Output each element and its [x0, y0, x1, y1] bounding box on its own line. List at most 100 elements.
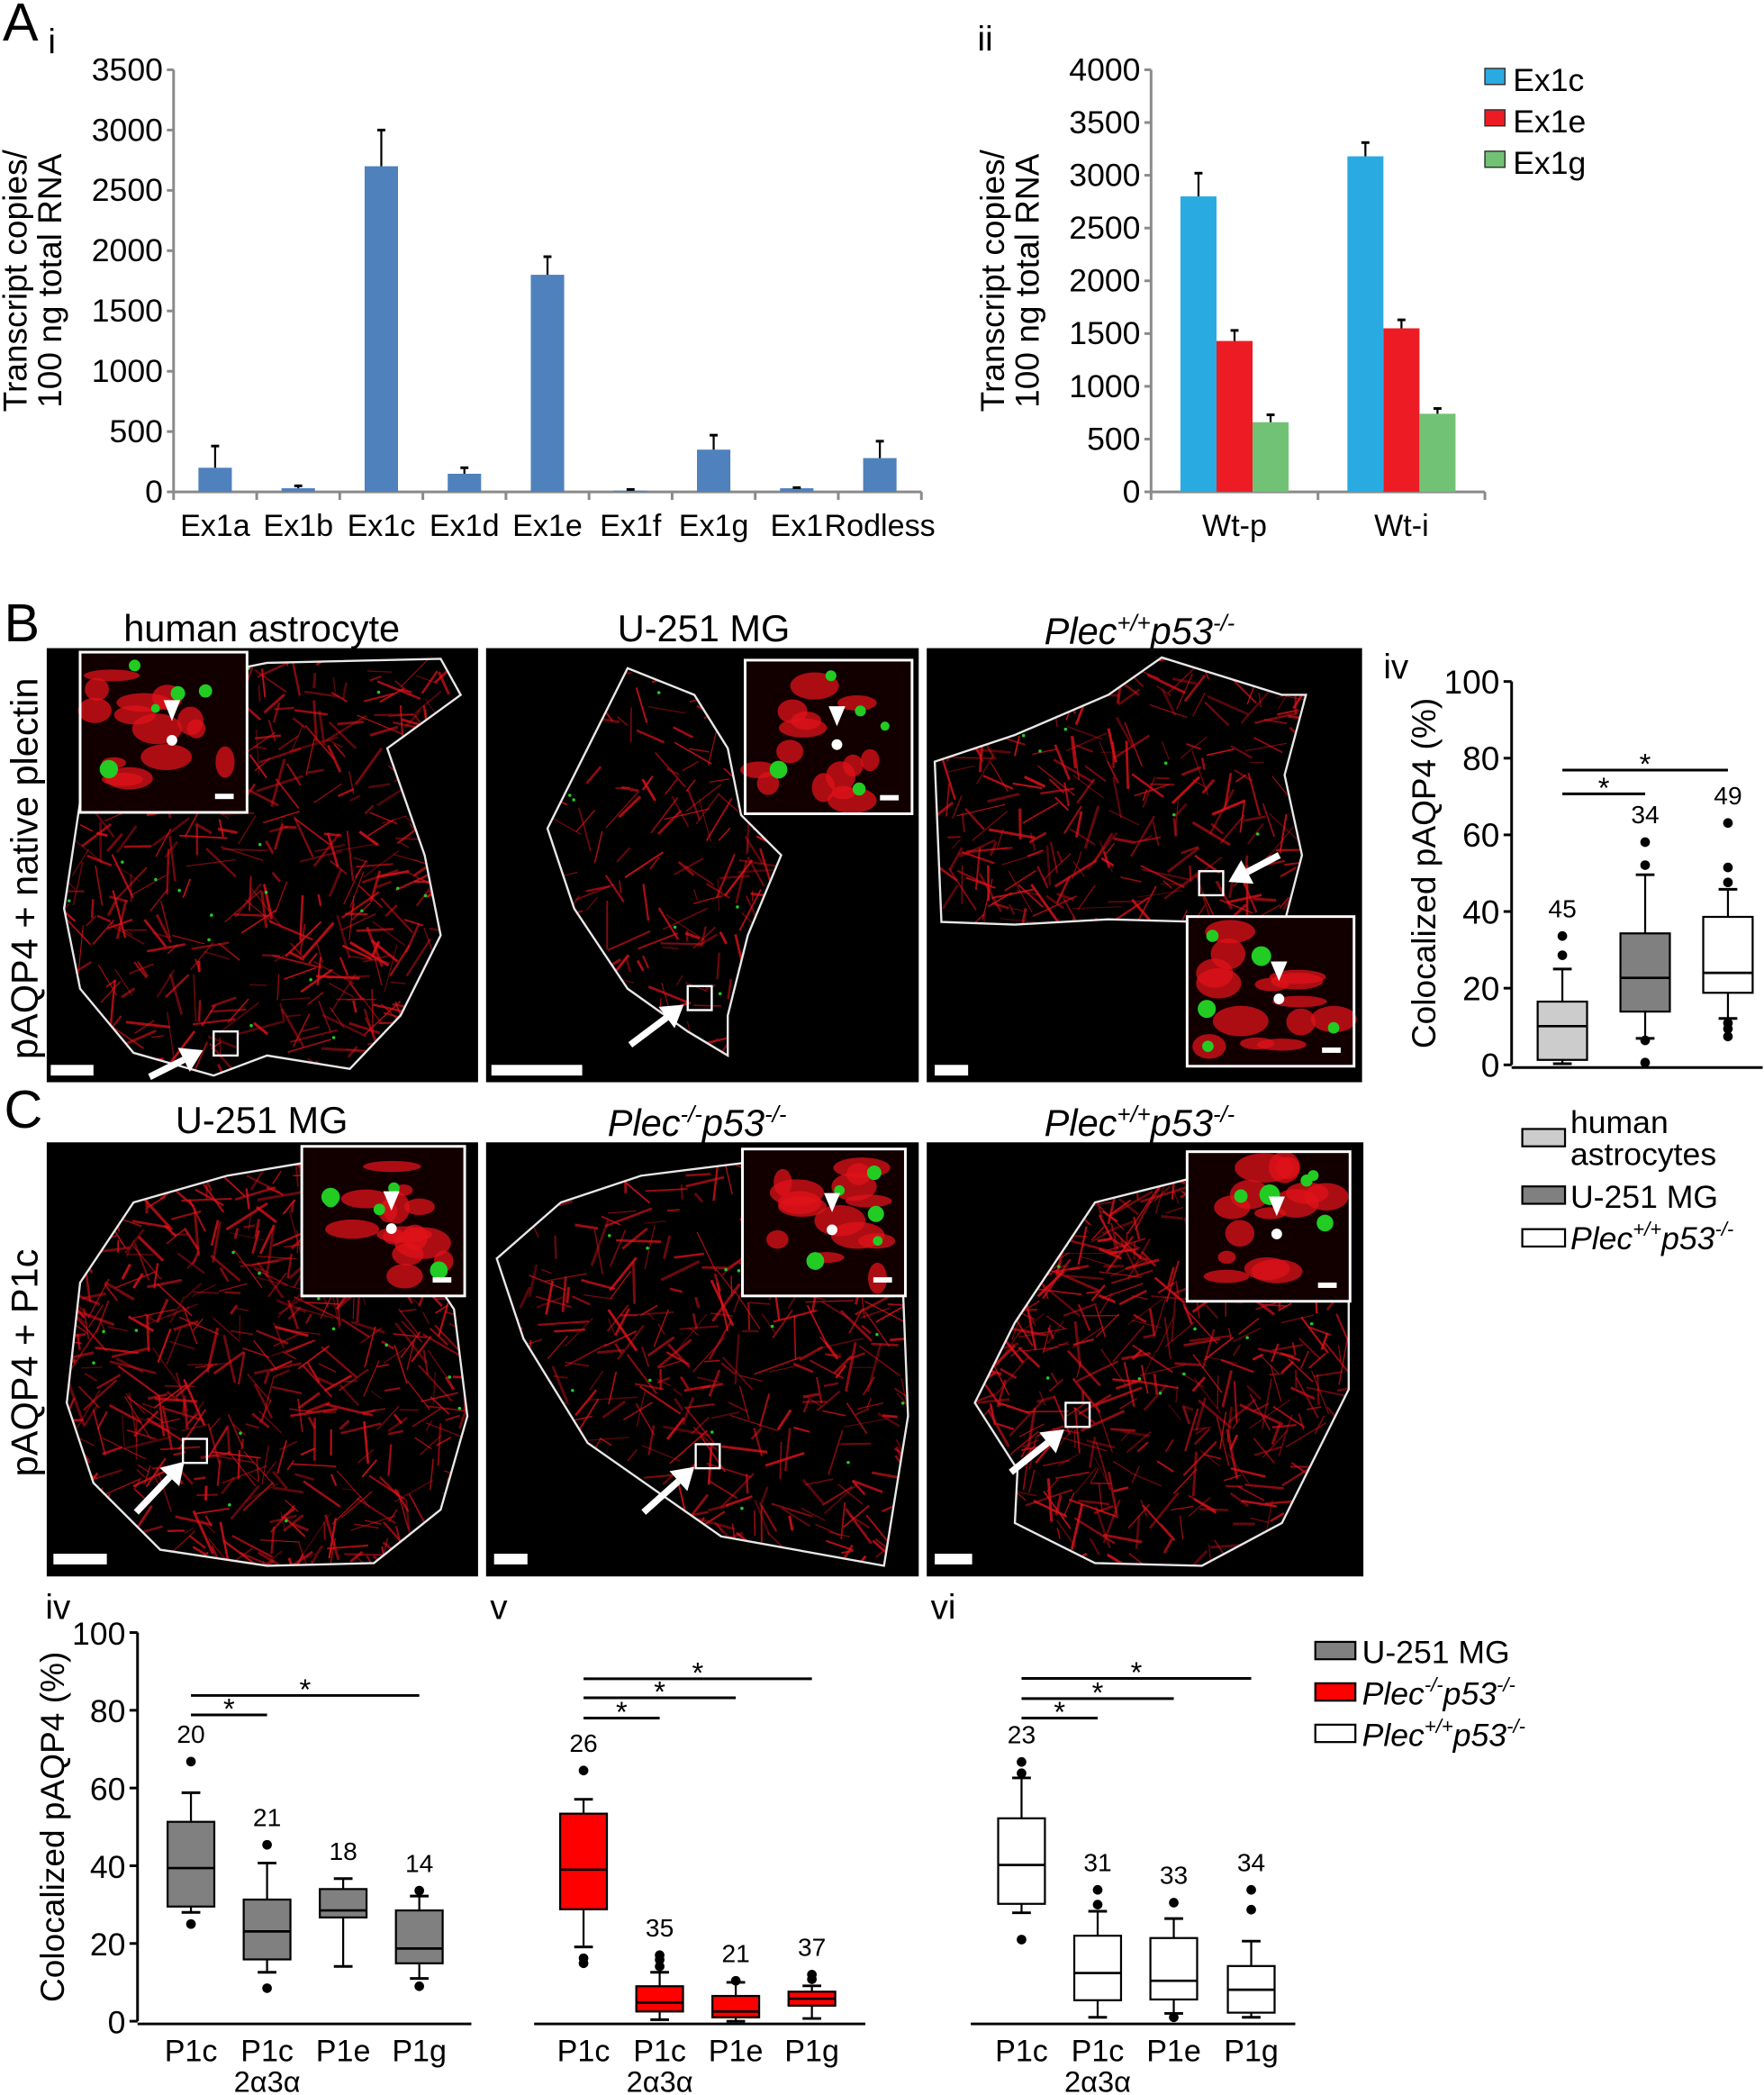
fiber — [380, 897, 414, 934]
fiber — [626, 1354, 658, 1395]
fiber — [212, 1454, 255, 1464]
box-iqr — [1149, 1936, 1199, 2001]
fiber — [1161, 1214, 1183, 1220]
fiber — [168, 1340, 195, 1350]
x-tick-label: P1c — [633, 2035, 686, 2069]
fiber — [389, 944, 411, 977]
green-blob — [198, 684, 213, 698]
green-blob — [834, 1184, 846, 1196]
legend-label: Plec-/-p53-/- — [1362, 1673, 1515, 1712]
green-dot — [448, 1375, 451, 1379]
fiber — [540, 1268, 552, 1274]
fiber — [547, 1335, 568, 1360]
y-tick-label: 500 — [1087, 421, 1140, 457]
red-blob — [740, 761, 778, 779]
fiber — [352, 1000, 357, 1013]
fiber — [1115, 896, 1150, 921]
fiber — [1076, 778, 1096, 804]
fiber — [618, 880, 622, 893]
green-blob — [867, 1205, 884, 1222]
fiber — [357, 884, 383, 908]
fiber — [674, 741, 712, 765]
fiber — [1017, 1312, 1045, 1336]
fiber — [1140, 1250, 1157, 1267]
fiber — [593, 830, 603, 864]
green-dot — [1193, 1327, 1197, 1331]
fiber — [1216, 1417, 1230, 1466]
fiber — [147, 1278, 183, 1289]
genotype-text: Plec — [1570, 1220, 1633, 1256]
fiber — [1181, 1404, 1194, 1411]
fiber — [194, 958, 200, 970]
fiber — [156, 1466, 173, 1512]
fiber — [1042, 1341, 1069, 1353]
outlier-point — [1017, 1768, 1027, 1779]
fiber — [122, 1415, 125, 1447]
fiber — [1000, 1401, 1030, 1415]
fiber — [1128, 1552, 1167, 1566]
red-blob — [833, 1157, 891, 1178]
fiber — [292, 1522, 310, 1532]
inset-border — [1185, 915, 1356, 1068]
fiber — [323, 1374, 353, 1392]
fiber — [1153, 1374, 1159, 1395]
fiber — [227, 1414, 244, 1448]
fiber — [635, 1402, 656, 1436]
red-blob — [1310, 1005, 1357, 1033]
fiber — [802, 1399, 810, 1413]
fiber — [995, 1356, 1029, 1395]
fiber — [610, 1270, 632, 1299]
fiber — [848, 1308, 864, 1334]
fiber — [519, 1286, 531, 1309]
outlier-point — [1557, 930, 1568, 941]
fiber — [265, 1226, 276, 1277]
fiber — [333, 743, 346, 757]
fiber — [283, 1516, 306, 1537]
y-tick-label: 500 — [110, 413, 163, 449]
fiber — [106, 900, 117, 917]
fiber — [1161, 689, 1177, 716]
box: 23 — [997, 1719, 1046, 1945]
box: 33 — [1149, 1861, 1199, 2023]
fiber — [1055, 1424, 1077, 1450]
fiber — [624, 851, 664, 879]
fiber — [347, 1046, 358, 1058]
fiber — [1013, 736, 1020, 757]
fiber — [1004, 869, 1036, 892]
fiber — [1075, 811, 1083, 838]
fiber — [394, 1488, 410, 1512]
fiber — [620, 785, 639, 793]
fiber — [166, 848, 170, 895]
fiber — [846, 1402, 868, 1435]
fiber — [272, 702, 281, 723]
fiber — [617, 716, 629, 727]
fiber — [692, 1426, 719, 1451]
fiber — [361, 1459, 378, 1478]
fiber — [1113, 1486, 1129, 1492]
fiber — [191, 1283, 216, 1297]
fiber — [1270, 1512, 1285, 1523]
fiber — [739, 1374, 764, 1383]
genotype-text: Plec — [1045, 1102, 1117, 1144]
fiber — [871, 1342, 899, 1347]
fiber — [232, 1423, 246, 1437]
fiber — [706, 1462, 752, 1478]
fiber — [685, 1175, 725, 1188]
fiber — [357, 1448, 375, 1464]
fiber — [616, 847, 631, 863]
fiber — [793, 1314, 797, 1361]
fiber — [211, 996, 237, 1008]
micrograph-Ciii: iii — [927, 1142, 1364, 1577]
fiber — [974, 1398, 1010, 1406]
red-blob — [403, 1198, 435, 1216]
green-dot — [228, 1503, 231, 1507]
fiber — [645, 1188, 687, 1193]
fiber — [689, 1328, 700, 1336]
green-dot — [572, 798, 575, 802]
fiber — [285, 1339, 316, 1354]
arrow-shaft — [1245, 852, 1281, 875]
x-tick-label: P1g — [392, 2035, 447, 2069]
significance-star: * — [1640, 747, 1651, 780]
fiber — [300, 968, 333, 993]
fiber — [816, 1376, 823, 1404]
